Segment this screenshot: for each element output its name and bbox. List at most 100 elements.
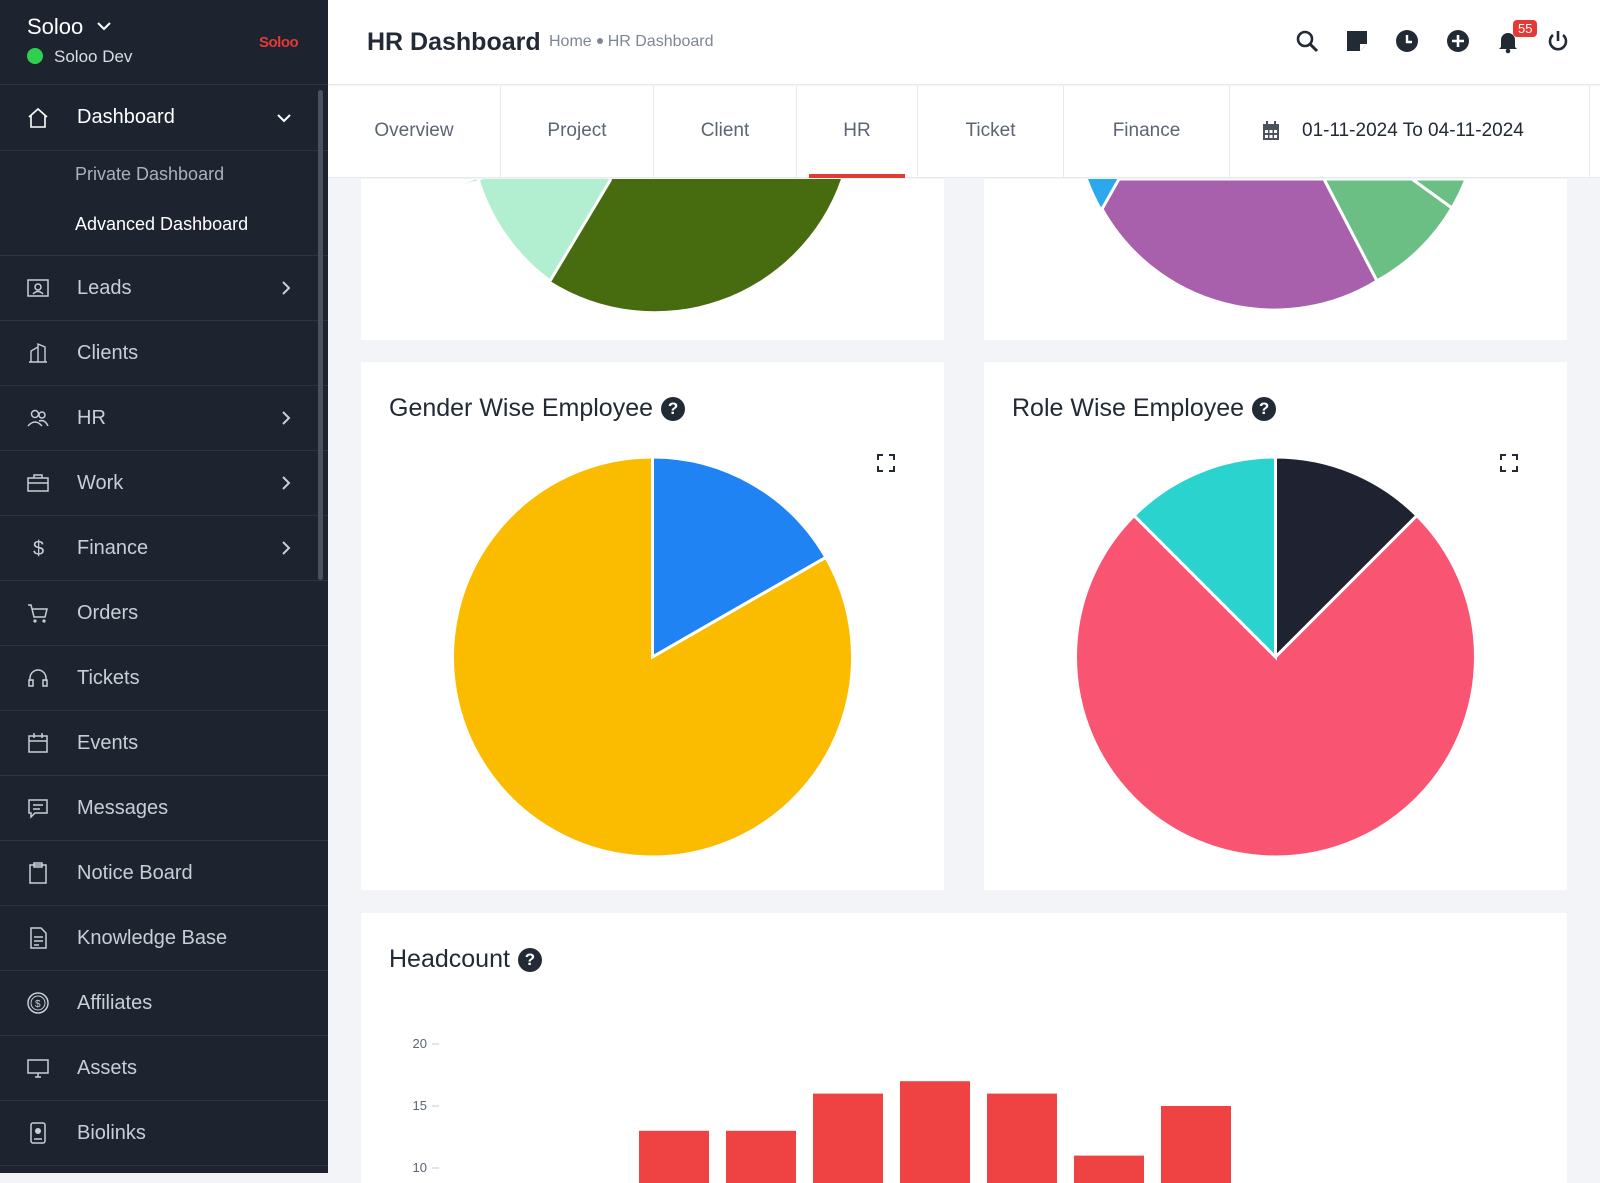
tab-label: Finance xyxy=(1112,120,1181,141)
sidebar-item-label: Biolinks xyxy=(77,1121,146,1144)
sidebar-item-label: Affiliates xyxy=(77,991,153,1014)
sidebar-item-tickets[interactable]: Tickets xyxy=(0,646,328,711)
bell-icon[interactable] xyxy=(1495,28,1521,54)
pie-slice xyxy=(1088,179,1119,209)
headcount-bar[interactable] xyxy=(813,1093,883,1183)
tab-ticket[interactable]: Ticket xyxy=(918,86,1064,178)
pie-slice[interactable] xyxy=(1074,513,1477,859)
sidebar-item-hr[interactable]: HR xyxy=(0,386,328,451)
sidebar-item-label: Clients xyxy=(77,341,139,364)
headset-icon xyxy=(28,669,48,687)
sidebar-item-notice-board[interactable]: Notice Board xyxy=(0,841,328,906)
sticky-note-icon[interactable] xyxy=(1344,28,1370,54)
headcount-card: Headcount ? 10 15 20 xyxy=(361,913,1567,1183)
sidebar-subitem-advanced-dashboard[interactable]: Advanced Dashboard xyxy=(0,201,328,251)
sidebar-item-dashboard[interactable]: Dashboard xyxy=(0,85,328,151)
svg-text:$: $ xyxy=(35,999,41,1010)
y-tick-label: 20 xyxy=(413,1036,427,1051)
coin-icon: $ xyxy=(27,992,49,1014)
power-icon[interactable] xyxy=(1545,28,1571,54)
sidebar-item-assets[interactable]: Assets xyxy=(0,1036,328,1101)
clipboard-icon xyxy=(29,862,47,884)
sidebar-scrollbar[interactable] xyxy=(318,90,323,580)
pie-slice[interactable] xyxy=(651,455,828,660)
tab-label: Ticket xyxy=(965,120,1016,141)
calendar-icon xyxy=(1263,121,1279,140)
add-circle-icon[interactable] xyxy=(1445,28,1471,54)
headcount-bar[interactable] xyxy=(639,1130,709,1183)
pie-slice xyxy=(1407,177,1469,211)
sidebar-item-label: Assets xyxy=(77,1056,138,1079)
sidebar-item-orders[interactable]: Orders xyxy=(0,581,328,646)
sidebar-item-label: Dashboard xyxy=(77,106,175,128)
chart-card-partial-right xyxy=(984,177,1567,340)
chevron-right-icon xyxy=(282,281,291,295)
tab-overview[interactable]: Overview xyxy=(328,86,501,178)
sidebar-item-work[interactable]: Work xyxy=(0,451,328,516)
date-range-value: 01-11-2024 To 04-11-2024 xyxy=(1302,120,1524,141)
dollar-icon: $ xyxy=(33,538,44,560)
pie-slice[interactable] xyxy=(1131,455,1277,661)
headcount-bar[interactable] xyxy=(726,1130,796,1183)
brand-name[interactable]: Soloo xyxy=(27,14,84,39)
tab-hr[interactable]: HR xyxy=(797,86,918,178)
expand-icon[interactable] xyxy=(876,453,896,473)
sidebar-item-leads[interactable]: Leads xyxy=(0,256,328,321)
chevron-down-icon[interactable] xyxy=(96,20,112,32)
sidebar-item-affiliates[interactable]: $ Affiliates xyxy=(0,971,328,1036)
sidebar-item-biolinks[interactable]: Biolinks xyxy=(0,1101,328,1166)
breadcrumb: Home HR Dashboard xyxy=(549,33,714,51)
sidebar-item-clients[interactable]: Clients xyxy=(0,321,328,386)
headcount-bar[interactable] xyxy=(1074,1155,1144,1183)
tab-finance[interactable]: Finance xyxy=(1064,86,1230,178)
tab-label: HR xyxy=(843,120,871,141)
help-icon[interactable]: ? xyxy=(1252,396,1277,421)
cart-icon xyxy=(28,604,48,623)
sidebar-item-label: Notice Board xyxy=(77,861,193,884)
pie-slice[interactable] xyxy=(1274,455,1420,661)
headcount-bar-chart: 10 15 20 xyxy=(413,1036,1231,1183)
sidebar-item-label: Events xyxy=(77,731,139,754)
sidebar-item-label: Knowledge Base xyxy=(77,926,228,949)
people-icon xyxy=(27,409,49,427)
chevron-right-icon xyxy=(282,411,291,425)
sidebar-item-knowledge-base[interactable]: Knowledge Base xyxy=(0,906,328,971)
sidebar-subitem-private-dashboard[interactable]: Private Dashboard xyxy=(0,151,328,201)
clock-icon[interactable] xyxy=(1394,28,1420,54)
sidebar-item-events[interactable]: Events xyxy=(0,711,328,776)
help-icon[interactable]: ? xyxy=(661,396,686,421)
gender-wise-employee-card: Gender Wise Employee ? xyxy=(361,362,944,890)
sidebar: Soloo Soloo Dev Soloo Dashboard Private … xyxy=(0,0,328,1173)
chevron-down-icon xyxy=(277,113,291,122)
pie-slice[interactable] xyxy=(451,455,854,859)
sidebar-item-messages[interactable]: Messages xyxy=(0,776,328,841)
document-icon xyxy=(30,927,47,949)
sidebar-item-label: HR xyxy=(77,406,106,429)
help-icon[interactable]: ? xyxy=(517,947,542,972)
sidebar-item-label: Orders xyxy=(77,601,139,624)
headcount-bar[interactable] xyxy=(900,1081,970,1183)
date-range-picker[interactable]: 01-11-2024 To 04-11-2024 xyxy=(1230,86,1590,178)
sidebar-item-label: Work xyxy=(77,471,124,494)
breadcrumb-home[interactable]: Home xyxy=(549,33,592,50)
tab-client[interactable]: Client xyxy=(654,86,797,178)
chevron-right-icon xyxy=(282,476,291,490)
expand-icon[interactable] xyxy=(1499,453,1519,473)
card-title-text: Headcount xyxy=(389,945,510,973)
sidebar-item-finance[interactable]: $ Finance xyxy=(0,516,328,581)
search-icon[interactable] xyxy=(1294,28,1320,54)
headcount-bar[interactable] xyxy=(1161,1106,1231,1183)
top-header: HR Dashboard Home HR Dashboard 55 xyxy=(328,0,1600,85)
tab-label: Project xyxy=(547,120,607,141)
page-title: HR Dashboard xyxy=(367,28,541,56)
pie-slice xyxy=(1100,177,1379,312)
notification-badge: 55 xyxy=(1513,20,1538,37)
sidebar-item-label: Messages xyxy=(77,796,169,819)
headcount-bar[interactable] xyxy=(987,1093,1057,1183)
brand-header[interactable]: Soloo Soloo Dev Soloo xyxy=(0,0,328,85)
card-title-text: Gender Wise Employee xyxy=(389,394,654,422)
message-icon xyxy=(28,799,48,819)
sidebar-subitem-label: Private Dashboard xyxy=(75,164,225,184)
tab-project[interactable]: Project xyxy=(501,86,654,178)
breadcrumb-current: HR Dashboard xyxy=(607,33,714,50)
